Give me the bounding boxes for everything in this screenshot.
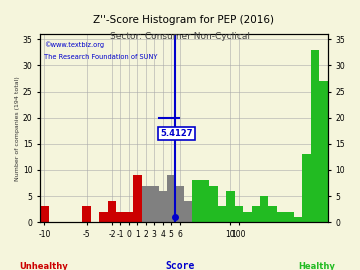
Text: ©www.textbiz.org: ©www.textbiz.org	[44, 42, 104, 48]
Text: The Research Foundation of SUNY: The Research Foundation of SUNY	[44, 54, 158, 60]
Title: Z''-Score Histogram for PEP (2016): Z''-Score Histogram for PEP (2016)	[93, 15, 274, 25]
Bar	[302, 154, 311, 222]
Bar	[133, 175, 141, 222]
Text: Unhealthy: Unhealthy	[19, 262, 68, 270]
Text: Sector: Consumer Non-Cyclical: Sector: Consumer Non-Cyclical	[110, 32, 250, 41]
Bar	[150, 185, 158, 222]
Bar	[209, 185, 218, 222]
Text: Healthy: Healthy	[298, 262, 335, 270]
Bar	[226, 191, 235, 222]
Bar	[192, 180, 201, 222]
Bar	[108, 201, 116, 222]
Bar	[40, 207, 49, 222]
Bar	[82, 207, 91, 222]
Bar	[184, 201, 192, 222]
Bar	[235, 207, 243, 222]
Bar	[319, 81, 328, 222]
Bar	[243, 212, 252, 222]
Y-axis label: Number of companies (194 total): Number of companies (194 total)	[15, 76, 20, 181]
Bar	[260, 196, 269, 222]
Bar	[116, 212, 125, 222]
Bar	[158, 191, 167, 222]
Bar	[311, 50, 319, 222]
Bar	[252, 207, 260, 222]
Text: 5.4127: 5.4127	[160, 129, 193, 138]
Bar	[269, 207, 277, 222]
Bar	[201, 180, 209, 222]
Bar	[175, 185, 184, 222]
Bar	[294, 217, 302, 222]
Bar	[218, 207, 226, 222]
Bar	[285, 212, 294, 222]
Text: Score: Score	[165, 261, 195, 270]
Bar	[277, 212, 285, 222]
Bar	[99, 212, 108, 222]
Bar	[125, 212, 133, 222]
Bar	[167, 175, 175, 222]
Bar	[141, 185, 150, 222]
